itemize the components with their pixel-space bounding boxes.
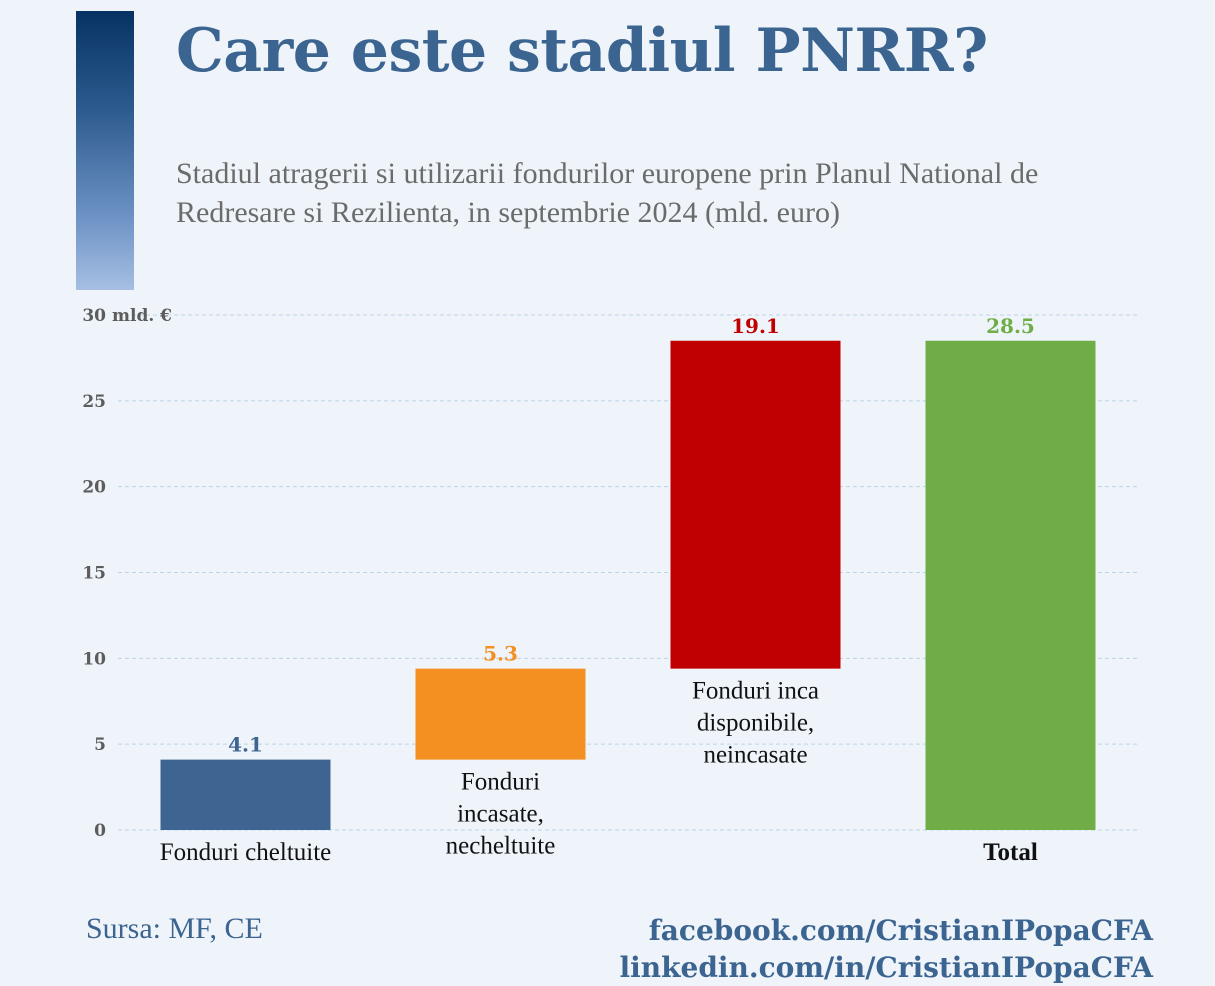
value-label-3: 19.1 <box>731 314 780 338</box>
category-label-2-line-2: incasate, <box>457 801 544 828</box>
chart-subtitle: Stadiul atragerii si utilizarii fonduril… <box>176 157 1039 229</box>
bar-3 <box>670 340 841 669</box>
category-label-3-line-3: neincasate <box>703 742 807 769</box>
source-note: Sursa: MF, CE <box>86 912 263 945</box>
page-title: Care este stadiul PNRR? <box>176 16 988 86</box>
y-tick-label-15: 15 <box>82 564 106 584</box>
y-tick-label-20: 20 <box>82 478 106 498</box>
value-label-4: 28.5 <box>986 314 1035 338</box>
y-axis-unit-label: mld. € <box>112 306 172 326</box>
bar-1 <box>160 759 331 830</box>
category-label-2-line-3: necheltuite <box>446 833 556 860</box>
category-label-1-line-1: Fonduri cheltuite <box>160 839 332 866</box>
linkedin-link[interactable]: linkedin.com/in/CristianIPopaCFA <box>619 951 1153 984</box>
value-label-1: 4.1 <box>228 733 263 757</box>
facebook-link[interactable]: facebook.com/CristianIPopaCFA <box>648 914 1153 947</box>
category-label-3-line-2: disponibile, <box>697 710 814 737</box>
y-tick-label-30: 30 <box>82 306 106 326</box>
y-tick-label-25: 25 <box>82 392 106 412</box>
category-label-4-line-1: Total <box>983 839 1038 866</box>
accent-bar <box>76 11 134 290</box>
category-label-2-line-1: Fonduri <box>461 769 540 796</box>
y-tick-label-5: 5 <box>94 735 106 755</box>
y-tick-label-10: 10 <box>82 649 106 669</box>
category-label-3-line-1: Fonduri inca <box>692 678 819 705</box>
bar-4 <box>925 340 1096 830</box>
y-tick-label-0: 0 <box>94 821 106 841</box>
bar-2 <box>415 668 586 760</box>
value-label-2: 5.3 <box>483 642 518 666</box>
social-links: facebook.com/CristianIPopaCFA linkedin.c… <box>619 912 1153 986</box>
